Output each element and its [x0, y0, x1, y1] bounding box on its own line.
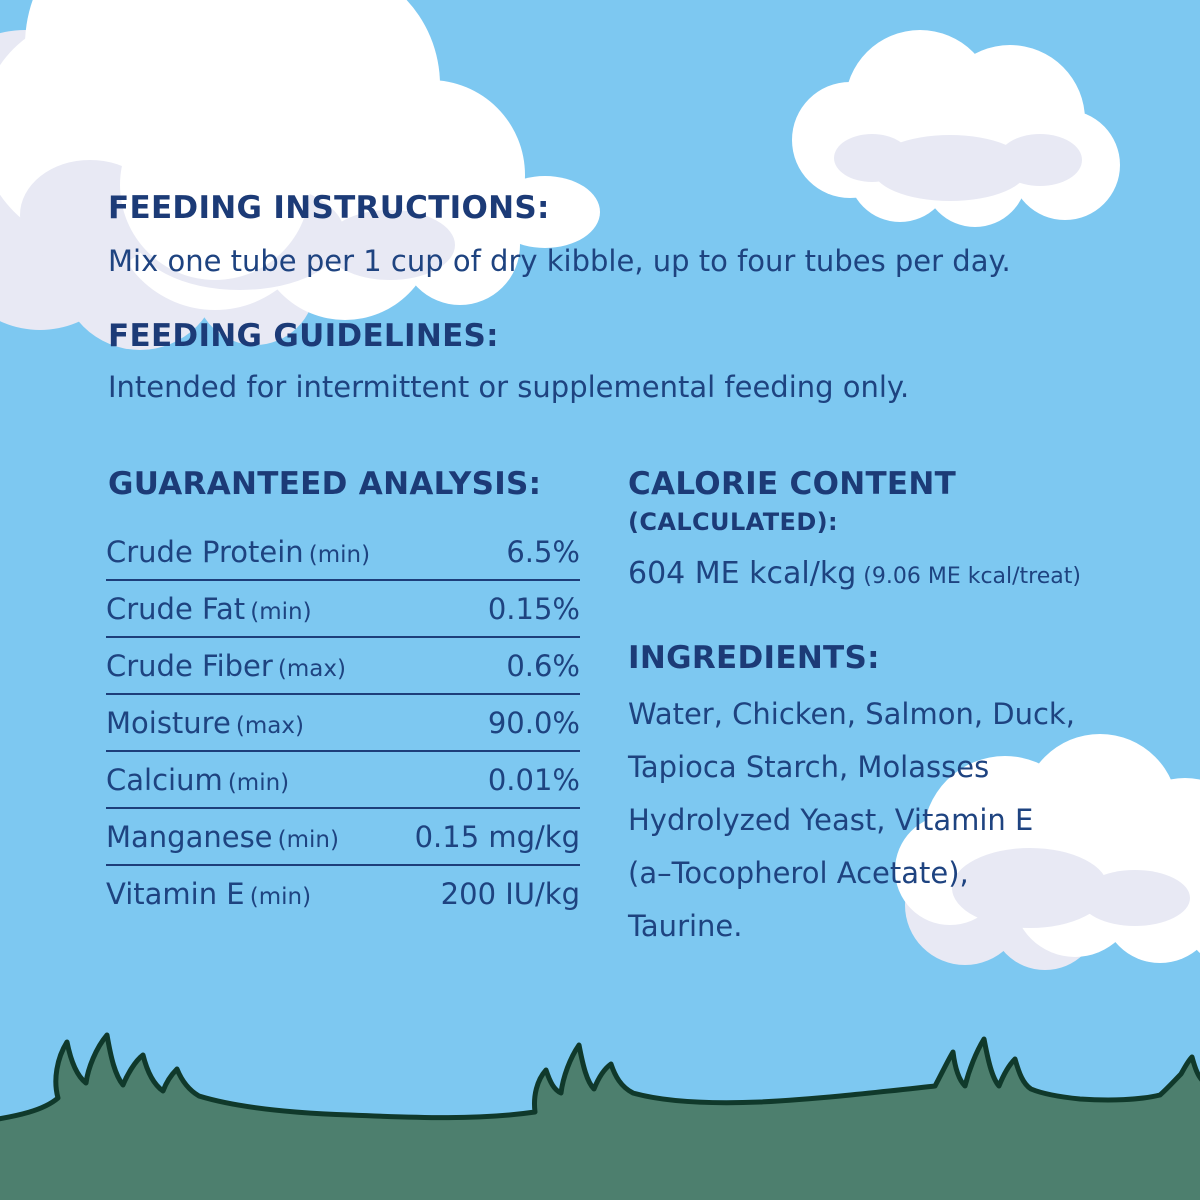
row-label: Moisture (max) [106, 705, 304, 740]
ingredients-heading: INGREDIENTS: [628, 640, 880, 676]
grass-hill-art [0, 1032, 1200, 1200]
grass-hill [0, 1032, 1200, 1200]
table-row: Crude Protein (min) 6.5% [106, 524, 580, 581]
row-value: 6.5% [506, 534, 580, 569]
row-label: Vitamin E (min) [106, 876, 312, 911]
row-label: Calcium (min) [106, 762, 290, 797]
row-value: 0.01% [487, 762, 580, 797]
cloud-middle-right [895, 734, 1200, 970]
table-row: Moisture (max) 90.0% [106, 695, 580, 752]
cloud-top-left [0, 0, 600, 350]
row-value: 200 IU/kg [440, 876, 580, 911]
guaranteed-analysis-table: Crude Protein (min) 6.5% Crude Fat (min)… [106, 524, 580, 921]
row-label: Crude Fiber (max) [106, 648, 346, 683]
guaranteed-analysis-heading: GUARANTEED ANALYSIS: [108, 466, 542, 502]
row-value: 0.15% [487, 591, 580, 626]
table-row: Manganese (min) 0.15 mg/kg [106, 809, 580, 866]
row-label: Crude Protein (min) [106, 534, 371, 569]
row-value: 90.0% [487, 705, 580, 740]
row-value: 0.15 mg/kg [414, 819, 580, 854]
table-row: Vitamin E (min) 200 IU/kg [106, 866, 580, 921]
feeding-guidelines-body: Intended for intermittent or supplementa… [108, 370, 910, 404]
table-row: Crude Fat (min) 0.15% [106, 581, 580, 638]
feeding-instructions-body: Mix one tube per 1 cup of dry kibble, up… [108, 244, 1011, 278]
calorie-value-note: (9.06 ME kcal/treat) [856, 564, 1081, 589]
row-label: Crude Fat (min) [106, 591, 312, 626]
feeding-instructions-heading: FEEDING INSTRUCTIONS: [108, 190, 550, 226]
table-row: Calcium (min) 0.01% [106, 752, 580, 809]
table-row: Crude Fiber (max) 0.6% [106, 638, 580, 695]
cloud-top-right [792, 30, 1120, 227]
calorie-content-value-line: 604 ME kcal/kg (9.06 ME kcal/treat) [628, 556, 1081, 591]
calorie-value: 604 ME kcal/kg [628, 556, 857, 591]
calorie-content-heading: CALORIE CONTENT [628, 466, 957, 502]
feeding-guidelines-heading: FEEDING GUIDELINES: [108, 318, 499, 354]
calorie-content-subheading: (CALCULATED): [628, 508, 839, 536]
row-label: Manganese (min) [106, 819, 339, 854]
ingredients-body: Water, Chicken, Salmon, Duck, Tapioca St… [628, 697, 1075, 943]
row-value: 0.6% [506, 648, 580, 683]
